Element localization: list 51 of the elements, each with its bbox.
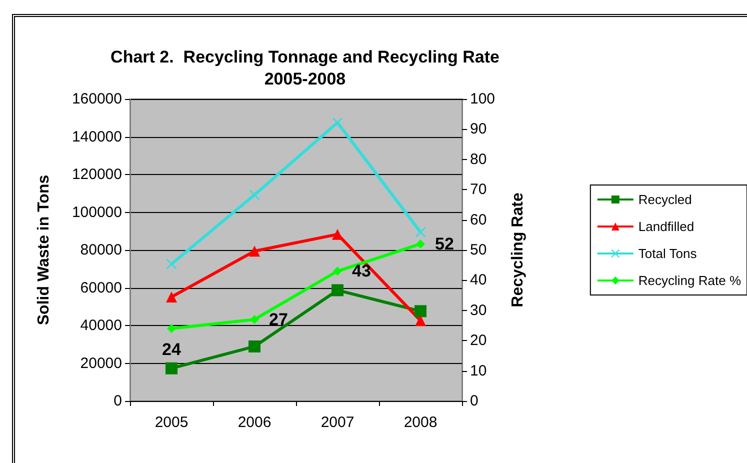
y2-tick-label: 70 bbox=[470, 181, 487, 198]
y-tick-label: 80000 bbox=[80, 242, 122, 258]
y2-tick-label: 10 bbox=[470, 362, 487, 380]
point bbox=[332, 118, 342, 128]
x-tick-label: 2008 bbox=[404, 414, 438, 431]
y-tick-label: 40000 bbox=[80, 317, 122, 334]
y2-tick-label: 90 bbox=[470, 120, 487, 138]
point bbox=[416, 239, 425, 248]
y-axis-title: Solid Waste in Tons bbox=[36, 174, 52, 326]
y-tick-label: 20000 bbox=[80, 354, 122, 372]
data-label: 24 bbox=[162, 340, 182, 360]
x-tick-label: 2007 bbox=[320, 414, 354, 431]
point bbox=[332, 228, 343, 240]
point bbox=[248, 340, 260, 352]
point bbox=[166, 362, 178, 374]
point bbox=[167, 324, 176, 334]
point bbox=[415, 315, 426, 326]
chart-title: Chart 2. Recycling Tonnage and Recycling Rate 2005-2008 bbox=[110, 48, 500, 88]
y-tick-label: 0 bbox=[114, 392, 122, 410]
y-tick-label: 100000 bbox=[72, 204, 122, 221]
point bbox=[416, 227, 426, 238]
point bbox=[166, 292, 177, 302]
y2-tick-label: 20 bbox=[470, 332, 487, 350]
y2-tick-label: 60 bbox=[470, 211, 487, 228]
point bbox=[250, 190, 260, 200]
legend-label: Landfilled bbox=[638, 219, 694, 234]
y2-tick-label: 50 bbox=[470, 242, 487, 258]
point bbox=[333, 266, 342, 276]
y-tick-label: 60000 bbox=[80, 279, 122, 296]
point bbox=[414, 305, 426, 318]
legend-label: Recycled bbox=[638, 192, 692, 207]
y2-axis-title: Recycling Rate bbox=[510, 192, 526, 308]
data-label: 27 bbox=[269, 310, 288, 329]
y-tick-label: 140000 bbox=[72, 128, 122, 146]
point bbox=[332, 284, 344, 296]
y2-tick-label: 100 bbox=[470, 90, 496, 108]
y2-tick-label: 0 bbox=[470, 392, 478, 410]
point bbox=[250, 314, 259, 324]
data-label: 43 bbox=[352, 262, 371, 281]
x-tick-label: 2006 bbox=[238, 414, 272, 431]
x-tick-label: 2005 bbox=[154, 414, 188, 431]
y-tick-label: 120000 bbox=[72, 166, 122, 183]
point bbox=[249, 246, 260, 257]
y2-tick-label: 40 bbox=[470, 272, 487, 289]
y2-tick-label: 80 bbox=[470, 150, 487, 168]
point bbox=[166, 258, 176, 269]
y2-tick-label: 30 bbox=[470, 302, 487, 319]
legend-label: Total Tons bbox=[638, 246, 698, 261]
legend-label: Recycling Rate % bbox=[638, 273, 742, 288]
y-tick-label: 160000 bbox=[72, 90, 122, 108]
data-label: 52 bbox=[435, 234, 454, 254]
